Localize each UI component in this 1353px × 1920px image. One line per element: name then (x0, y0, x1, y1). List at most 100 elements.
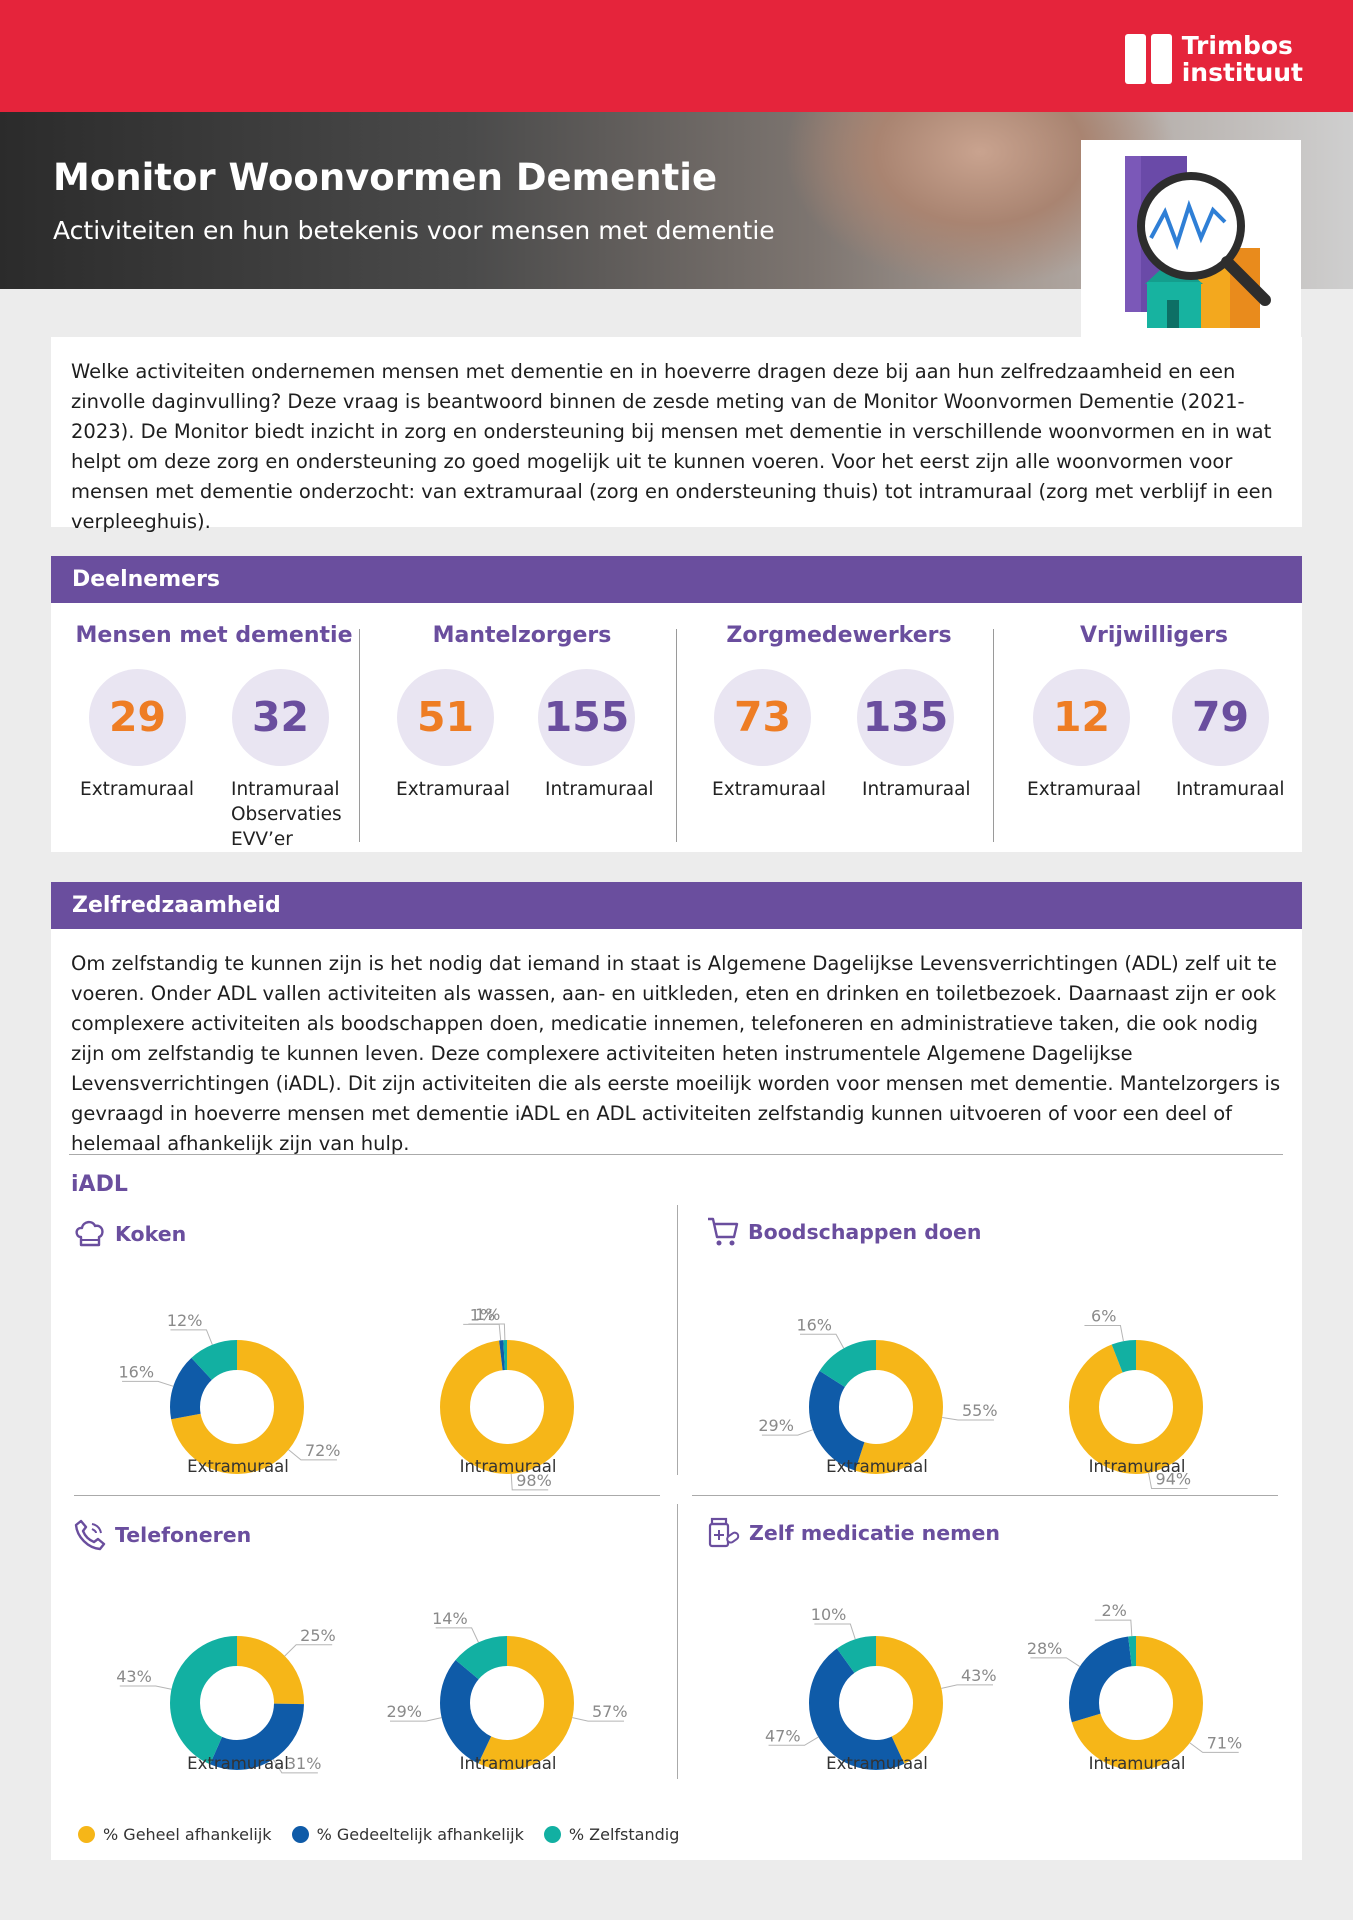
label-intramuraal: Intramuraal (1176, 779, 1285, 800)
chart-divider-horizontal (692, 1495, 1278, 1496)
activity-koken: Koken (73, 1219, 186, 1249)
donut-group-label: Extramuraal (187, 1457, 289, 1476)
research-illustration (1081, 140, 1301, 340)
donut-value-label: 72% (305, 1441, 341, 1460)
donut-slice (1069, 1636, 1203, 1770)
donut-boodschappen-intramuraal: 94% 6% (1036, 1306, 1236, 1507)
count-extramuraal: 29 (89, 669, 186, 766)
legend-item-gedeeltelijk: % Gedeeltelijk afhankelijk (291, 1825, 524, 1844)
donut-slice (1069, 1636, 1203, 1770)
donut-slice (809, 1636, 943, 1770)
label-leader-line (1148, 1472, 1188, 1490)
count-extramuraal: 73 (714, 669, 811, 766)
label-leader-line (468, 1323, 506, 1341)
label-leader-line (288, 1449, 337, 1461)
logo-line-2: instituut (1181, 58, 1303, 87)
group-mensen-met-dementie: Mensen met dementie 29 32 Extramuraal In… (59, 603, 369, 852)
label-intramuraal: Intramuraal (862, 779, 971, 800)
group-mantelzorgers: Mantelzorgers 51 155 Extramuraal Intramu… (367, 603, 677, 852)
page-title: Monitor Woonvormen Dementie (53, 156, 718, 199)
donut-slice (809, 1636, 943, 1770)
chef-hat-icon (75, 1220, 104, 1247)
chart-divider-horizontal (74, 1495, 660, 1496)
label-leader-line (510, 1473, 549, 1491)
section-divider (69, 1154, 1283, 1155)
logo-mark-icon (1124, 34, 1172, 84)
donut-group-label: Extramuraal (826, 1754, 928, 1773)
group-title: Mantelzorgers (432, 623, 612, 648)
donut-group-label: Extramuraal (826, 1457, 928, 1476)
label-leader-line (1030, 1657, 1081, 1667)
donut-value-label: 98% (516, 1471, 552, 1490)
donut-value-label: 16% (796, 1315, 832, 1334)
legend-label: % Gedeeltelijk afhankelijk (316, 1825, 524, 1844)
group-vrijwilligers: Vrijwilligers 12 79 Extramuraal Intramur… (999, 603, 1309, 852)
label-leader-line (761, 1429, 814, 1436)
activity-title: Zelf medicatie nemen (749, 1521, 1001, 1545)
donut-value-label: 16% (118, 1362, 154, 1381)
top-banner: Trimbos instituut (0, 0, 1353, 112)
legend-item-geheel: % Geheel afhankelijk (78, 1825, 272, 1844)
donut-group-label: Intramuraal (459, 1754, 557, 1773)
count-extramuraal: 51 (397, 669, 494, 766)
donut-value-label: 31% (286, 1754, 322, 1773)
shopping-cart-icon (708, 1217, 739, 1246)
donut-medicatie-intramuraal: 71% 28% 2% (1027, 1601, 1242, 1803)
deelnemers-heading: Deelnemers (51, 556, 1302, 603)
label-leader-line (768, 1736, 819, 1746)
chart-divider-vertical (677, 1504, 678, 1779)
trimbos-logo: Trimbos instituut (1124, 32, 1303, 87)
label-extramuraal: Extramuraal (1027, 779, 1141, 800)
donut-slice (170, 1340, 304, 1474)
zelfredzaamheid-heading: Zelfredzaamheid (51, 882, 1302, 929)
count-intramuraal: 32 (232, 669, 329, 766)
legend-label: % Geheel afhankelijk (103, 1825, 272, 1844)
label-leader-line (1084, 1324, 1124, 1342)
donut-medicatie-extramuraal: 43% 47% 10% (765, 1603, 997, 1803)
donut-group-label: Intramuraal (459, 1457, 557, 1476)
label-leader-line (942, 1416, 994, 1421)
group-divider (676, 629, 677, 842)
activity-title: Telefoneren (115, 1523, 252, 1547)
donut-slice (170, 1636, 304, 1770)
donut-slice (440, 1340, 574, 1474)
label-extramuraal: Extramuraal (80, 779, 194, 800)
chart-legend: % Geheel afhankelijk % Gedeeltelijk afha… (78, 1825, 699, 1844)
donut-koken-extramuraal: 72% 16% 12% (118, 1307, 341, 1507)
donut-telefoneren-intramuraal: 57% 29% 14% (386, 1603, 628, 1803)
donut-slice (440, 1340, 574, 1474)
label-leader-line (272, 1759, 318, 1774)
medicine-icon (708, 1517, 740, 1548)
donut-value-label: 71% (1207, 1733, 1243, 1752)
label-leader-line (435, 1627, 479, 1643)
donut-boodschappen-extramuraal: 55% 29% 16% (758, 1307, 998, 1507)
deelnemers-card: Mensen met dementie 29 32 Extramuraal In… (51, 603, 1302, 852)
label-leader-line (1189, 1742, 1239, 1753)
label-leader-line (800, 1333, 845, 1349)
group-title: Vrijwilligers (1079, 623, 1229, 648)
donut-value-label: 1% (470, 1305, 495, 1324)
donut-value-label: 6% (1091, 1306, 1116, 1325)
group-zorgmedewerkers: Zorgmedewerkers 73 135 Extramuraal Intra… (684, 603, 994, 852)
donut-value-label: 12% (167, 1311, 203, 1330)
donut-slice (170, 1340, 304, 1474)
intro-text: Welke activiteiten ondernemen mensen met… (71, 360, 1273, 533)
group-divider (993, 629, 994, 842)
activity-boodschappen: Boodschappen doen (706, 1215, 982, 1249)
legend-label: % Zelfstandig (568, 1825, 680, 1844)
label-extramuraal: Extramuraal (396, 779, 510, 800)
count-intramuraal: 155 (538, 669, 635, 766)
donut-slice (440, 1636, 574, 1770)
donut-value-label: 94% (1156, 1470, 1192, 1489)
donut-value-label: 1% (475, 1305, 500, 1324)
donut-value-label: 57% (592, 1702, 628, 1721)
donut-group-label: Extramuraal (187, 1754, 289, 1773)
label-leader-line (572, 1717, 625, 1722)
iadl-subheading: iADL (71, 1172, 128, 1197)
label-leader-line (463, 1323, 502, 1341)
donut-value-label: 14% (432, 1609, 468, 1628)
intro-card: Welke activiteiten ondernemen mensen met… (51, 337, 1302, 533)
group-divider (359, 629, 360, 842)
label-intramuraal: Intramuraal Observaties EVV’er (231, 779, 342, 850)
group-title: Mensen met dementie (75, 623, 353, 648)
